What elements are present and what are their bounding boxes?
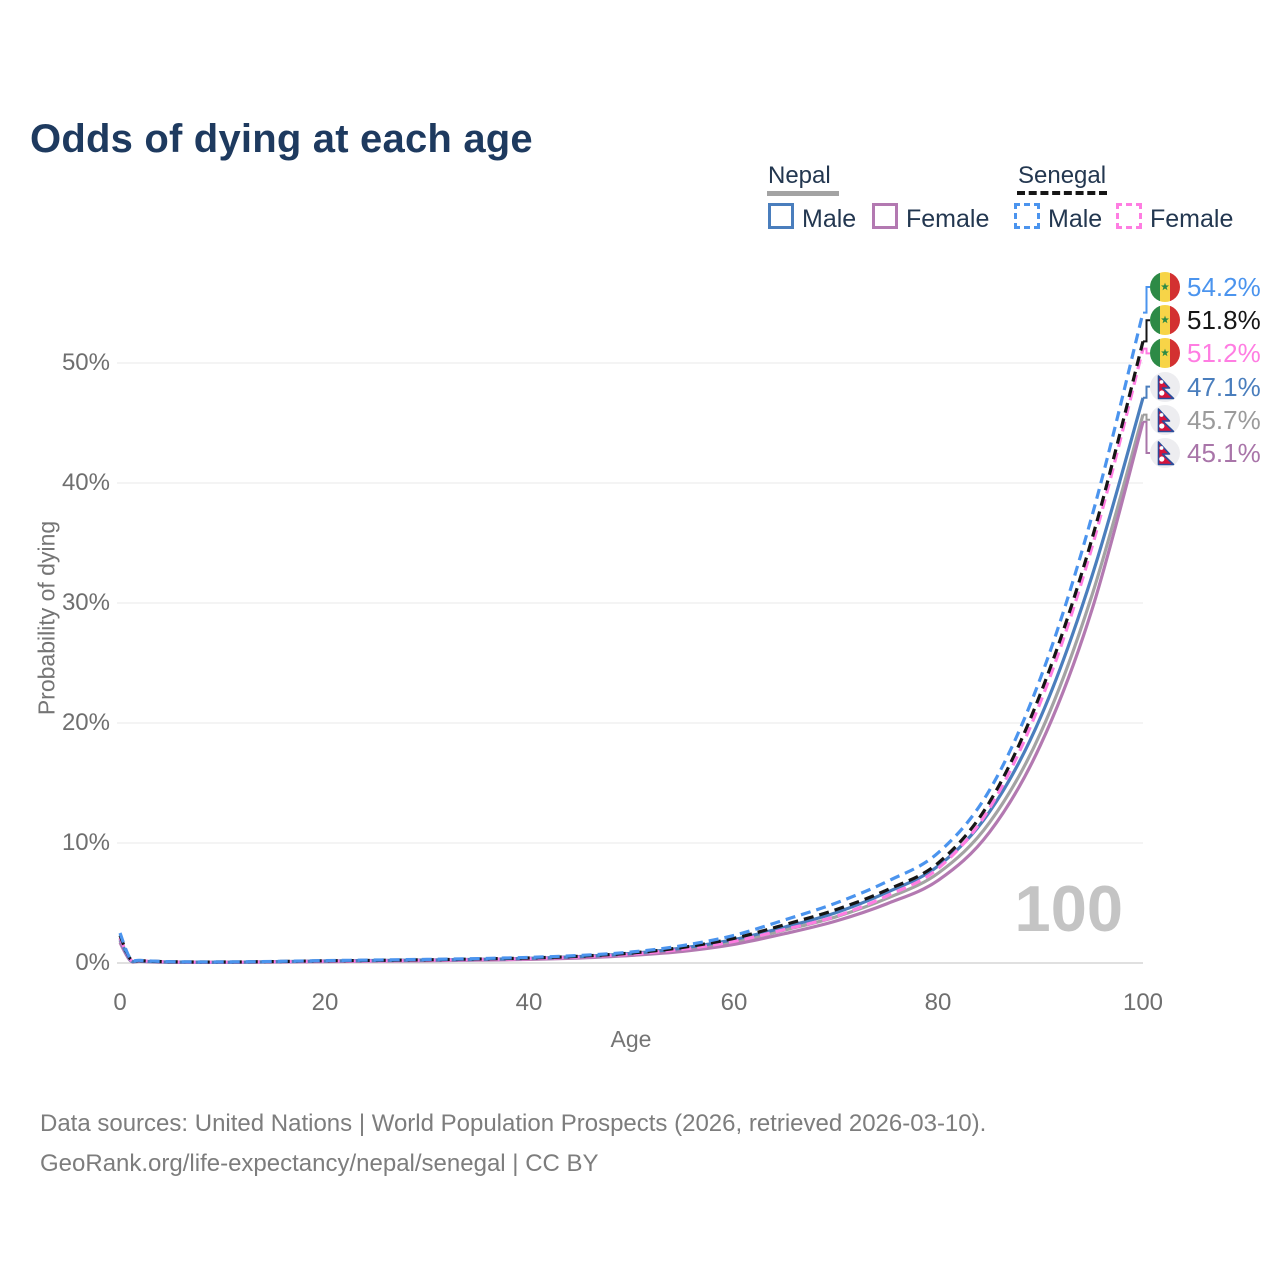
nepal-flag-icon [1150,372,1180,402]
legend-item-label: Female [906,205,990,233]
page-title: Odds of dying at each age [30,116,533,161]
y-axis-title: Probability of dying [33,520,60,716]
x-tick-label: 0 [113,989,127,1016]
y-tick-label: 10% [61,829,110,856]
senegal-male-swatch-icon [1014,203,1040,229]
end-label-senegal-female: 51.2% [1150,337,1261,369]
legend-item-label: Female [1150,205,1234,233]
legend-item-label: Male [802,205,857,233]
y-tick-label: 20% [61,709,110,736]
legend-underline-nepal [767,191,839,196]
nepal-flag-icon [1150,405,1180,435]
senegal-flag-icon [1150,272,1180,302]
y-tick-label: 30% [61,589,110,616]
data-source-line: Data sources: United Nations | World Pop… [40,1110,987,1137]
end-label-nepal-male: 47.1% [1150,371,1261,403]
end-label-value: 47.1% [1187,371,1261,402]
end-label-value: 51.8% [1187,304,1261,335]
legend-underline-senegal [1017,191,1107,195]
end-label-value: 45.1% [1187,437,1261,468]
x-tick-label: 100 [1122,989,1164,1016]
end-label-value: 45.7% [1187,404,1261,435]
attribution-line: GeoRank.org/life-expectancy/nepal/senega… [40,1150,599,1177]
x-tick-label: 60 [720,989,748,1016]
senegal-flag-icon [1150,305,1180,335]
end-label-nepal-total: 45.7% [1150,404,1261,436]
y-tick-label: 50% [61,349,110,376]
y-tick-label: 40% [61,469,110,496]
age-watermark: 100 [1014,872,1123,945]
nepal-female-swatch-icon [872,203,898,229]
x-tick-label: 40 [515,989,543,1016]
end-label-value: 54.2% [1187,271,1261,302]
legend-item-label: Male [1048,205,1103,233]
x-tick-label: 80 [924,989,952,1016]
x-tick-label: 20 [311,989,339,1016]
legend-group-nepal: Nepal [768,162,831,189]
end-label-value: 51.2% [1187,337,1261,368]
nepal-flag-icon [1150,438,1180,468]
senegal-female-swatch-icon [1116,203,1142,229]
end-label-nepal-female: 45.1% [1150,437,1261,469]
x-axis-title: Age [610,1026,652,1052]
y-tick-label: 0% [75,949,110,976]
senegal-flag-icon [1150,338,1180,368]
end-label-senegal-male: 54.2% [1150,271,1261,303]
end-label-senegal-total: 51.8% [1150,304,1261,336]
nepal-male-swatch-icon [768,203,794,229]
legend-group-senegal: Senegal [1018,162,1107,189]
